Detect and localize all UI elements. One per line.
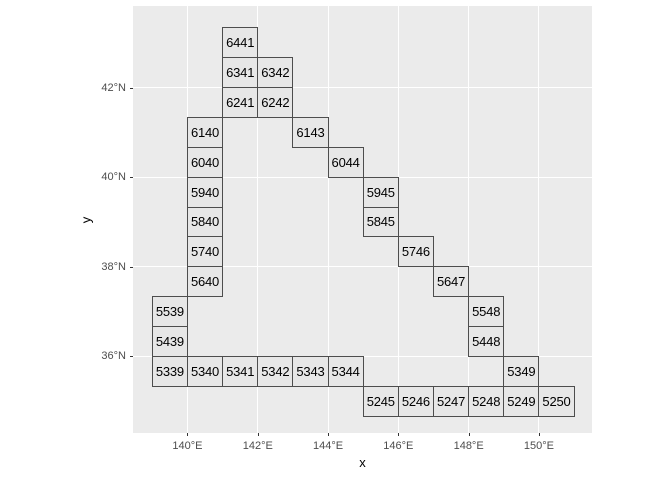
- x-tick-label: 140°E: [172, 440, 203, 452]
- grid-line-horizontal: [133, 266, 592, 268]
- mesh-cell: 5940: [186, 176, 224, 208]
- mesh-cell: 6242: [257, 87, 294, 118]
- mesh-cell: 5840: [186, 206, 224, 238]
- mesh-cell-label: 5740: [190, 244, 220, 260]
- mesh-cell: 6044: [327, 146, 364, 178]
- mesh-cell: 5250: [538, 385, 575, 417]
- x-tick-label: 150°E: [523, 440, 554, 452]
- mesh-cell: 6342: [257, 57, 294, 89]
- mesh-cell: 5340: [186, 355, 224, 387]
- x-axis-tick: [257, 433, 259, 436]
- mesh-cell: 5548: [468, 296, 505, 327]
- mesh-cell-label: 5548: [472, 304, 501, 320]
- x-axis-tick: [468, 433, 470, 436]
- mesh-cell: 6143: [292, 116, 329, 148]
- mesh-cell-label: 5344: [331, 363, 360, 379]
- x-tick-label: 142°E: [242, 440, 273, 452]
- mesh-cell-label: 5248: [472, 393, 501, 409]
- mesh-cell-label: 5448: [472, 333, 501, 349]
- mesh-cell: 5245: [362, 385, 399, 417]
- plot-panel: 6441 6341 6342 6241 6242 6140 6143 6040 6044 5940…: [133, 6, 592, 433]
- mesh-cell: 5640: [186, 266, 224, 298]
- mesh-cell: 6241: [222, 87, 259, 118]
- mesh-cell: 5448: [468, 325, 505, 357]
- mesh-cell: 5339: [151, 355, 188, 387]
- x-axis-title: x: [359, 455, 366, 470]
- mesh-cell: 5344: [327, 355, 364, 387]
- mesh-cell-label: 5640: [190, 274, 220, 290]
- mesh-cell-label: 6044: [331, 154, 360, 170]
- mesh-cell-label: 6242: [261, 94, 290, 110]
- mesh-cell: 6140: [186, 116, 224, 148]
- x-tick-label: 146°E: [383, 440, 414, 452]
- x-tick-label: 144°E: [313, 440, 344, 452]
- y-axis-title: y: [78, 216, 94, 223]
- mesh-cell-label: 6441: [226, 35, 255, 51]
- mesh-cell-label: 5342: [261, 363, 290, 379]
- mesh-cell: 6341: [222, 57, 259, 89]
- y-tick-label: 36°N: [101, 350, 126, 363]
- mesh-cell-label: 6342: [261, 65, 290, 81]
- y-tick-label: 42°N: [101, 81, 126, 94]
- mesh-cell-label: 5845: [366, 214, 395, 230]
- mesh-cell-label: 6040: [190, 154, 220, 170]
- mesh-cell: 6040: [186, 146, 224, 178]
- mesh-cell: 5249: [503, 385, 540, 417]
- mesh-cell-label: 5339: [155, 363, 184, 379]
- mesh-cell-label: 5249: [507, 393, 536, 409]
- mesh-cell-label: 6143: [296, 124, 325, 140]
- mesh-cell-label: 6140: [190, 124, 220, 140]
- mesh-cell-label: 5945: [366, 184, 395, 200]
- y-axis-tick: [130, 177, 133, 179]
- grid-line-vertical: [468, 6, 470, 433]
- mesh-cell: 5539: [151, 296, 188, 327]
- mesh-cell: 5439: [151, 325, 188, 357]
- mesh-cell-label: 5647: [436, 274, 466, 290]
- mesh-cell-label: 6241: [226, 94, 255, 110]
- mesh-cell: 5647: [432, 266, 470, 298]
- mesh-cell-label: 5340: [190, 363, 220, 379]
- mesh-cell: 5845: [362, 206, 399, 238]
- mesh-cell-label: 5539: [155, 304, 184, 320]
- x-axis-tick: [538, 433, 540, 436]
- x-axis-tick: [187, 433, 189, 436]
- x-axis-tick: [398, 433, 400, 436]
- mesh-cell: 5248: [468, 385, 505, 417]
- mesh-cell: 5349: [503, 355, 540, 387]
- mesh-cell: 5342: [257, 355, 294, 387]
- mesh-cell: 5343: [292, 355, 329, 387]
- mesh-cell: 5246: [397, 385, 434, 417]
- mesh-cell: 5746: [397, 236, 434, 268]
- mesh-cell-label: 5246: [401, 393, 430, 409]
- mesh-cell-label: 5840: [190, 214, 220, 230]
- mesh-cell: 5945: [362, 176, 399, 208]
- mesh-cell: 5341: [222, 355, 259, 387]
- mesh-cell: 6441: [222, 27, 259, 59]
- mesh-cell: 5247: [432, 385, 470, 417]
- grid-line-horizontal: [133, 87, 592, 89]
- grid-line-vertical: [538, 6, 540, 433]
- y-axis-tick: [130, 266, 133, 268]
- x-tick-label: 148°E: [453, 440, 484, 452]
- mesh-cell-label: 5439: [155, 333, 184, 349]
- y-axis-tick: [130, 87, 133, 89]
- mesh-cell-label: 6341: [226, 65, 255, 81]
- grid-line-vertical: [327, 6, 329, 433]
- mesh-cell-label: 5349: [507, 363, 536, 379]
- grid-line-vertical: [257, 6, 259, 433]
- y-tick-label: 38°N: [101, 260, 126, 273]
- y-axis-tick: [130, 356, 133, 358]
- mesh-cell-label: 5341: [226, 363, 255, 379]
- mesh-cell-label: 5245: [366, 393, 395, 409]
- x-axis-tick: [328, 433, 330, 436]
- y-tick-label: 40°N: [101, 171, 126, 184]
- mesh-cell-label: 5343: [296, 363, 325, 379]
- mesh-cell-label: 5940: [190, 184, 220, 200]
- mesh-cell-label: 5247: [436, 393, 466, 409]
- mesh-cell-label: 5746: [401, 244, 430, 260]
- mesh-cell: 5740: [186, 236, 224, 268]
- mesh-cell-label: 5250: [542, 393, 571, 409]
